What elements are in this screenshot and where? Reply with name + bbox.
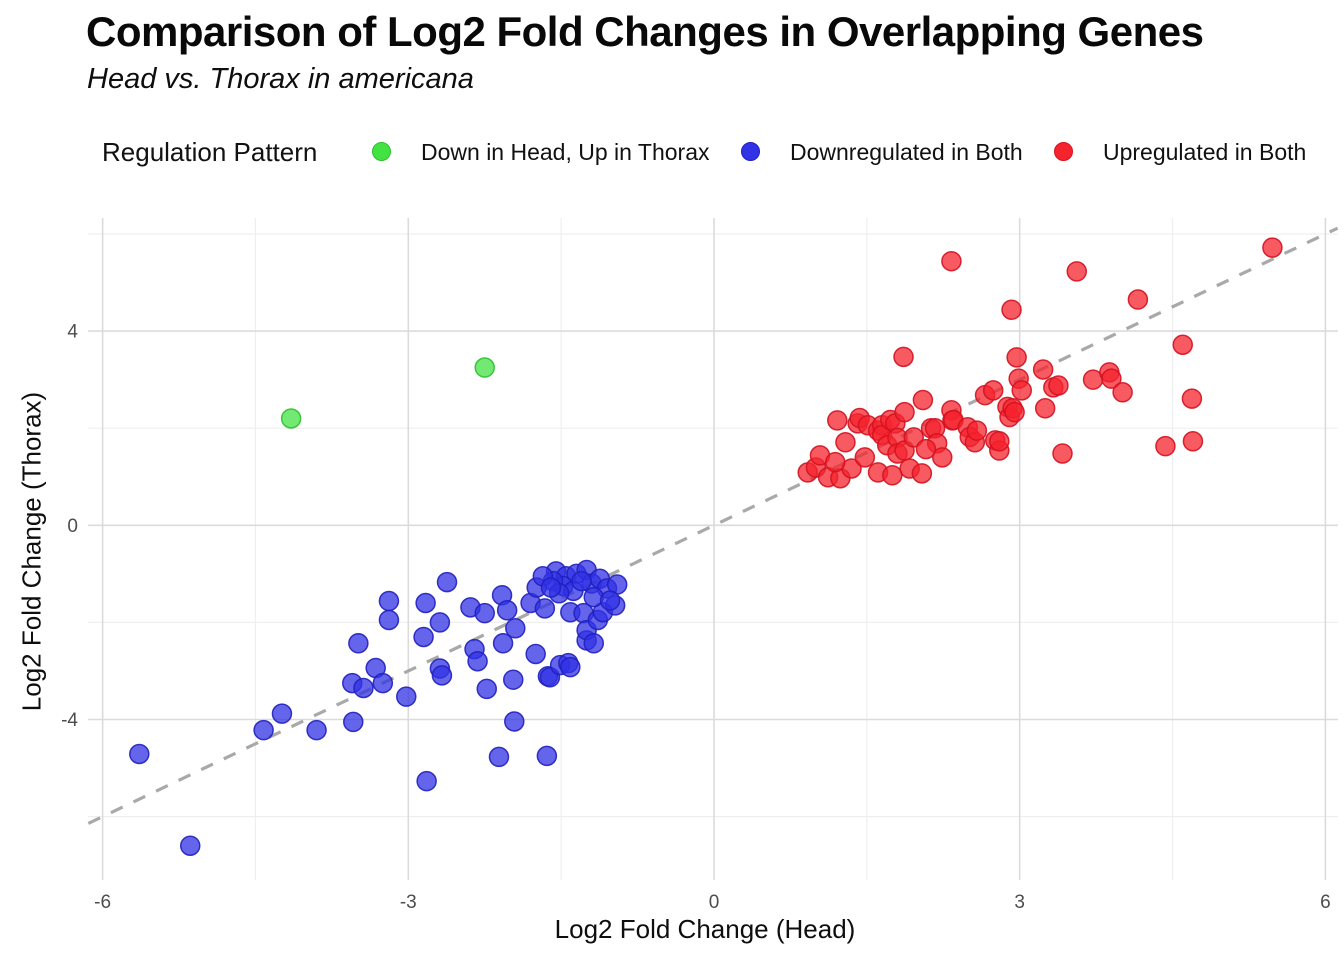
- data-point: [429, 612, 451, 633]
- data-point: [1052, 443, 1073, 464]
- data-point: [571, 570, 592, 592]
- data-point: [504, 711, 525, 732]
- y-tick-label: -4: [61, 710, 78, 731]
- x-tick-label: 6: [1320, 892, 1331, 913]
- data-point: [467, 650, 488, 672]
- data-point: [253, 719, 274, 741]
- data-point: [436, 571, 458, 593]
- data-point: [982, 380, 1004, 401]
- data-point: [1001, 299, 1022, 320]
- data-point: [1112, 382, 1133, 403]
- data-point: [431, 665, 453, 686]
- data-point: [583, 633, 605, 654]
- x-tick-label: -3: [400, 892, 417, 913]
- data-point: [911, 463, 933, 484]
- legend-label-down-head-up-thorax: Down in Head, Up in Thorax: [421, 139, 710, 165]
- data-point: [893, 346, 914, 368]
- data-point: [129, 743, 150, 765]
- data-point: [1004, 401, 1025, 423]
- data-point: [1101, 368, 1122, 389]
- y-tick-label: 0: [67, 516, 78, 537]
- data-point: [1155, 435, 1176, 457]
- data-point: [474, 357, 495, 378]
- data-point: [966, 420, 988, 441]
- data-point: [343, 711, 364, 733]
- data-point: [912, 389, 934, 411]
- data-point: [854, 447, 876, 468]
- data-point: [825, 451, 846, 473]
- data-point: [474, 602, 495, 624]
- data-point: [540, 577, 562, 598]
- data-point: [882, 465, 903, 486]
- data-point: [989, 431, 1010, 452]
- x-axis-title: Log2 Fold Change (Head): [554, 914, 856, 944]
- data-point: [416, 770, 437, 792]
- data-point: [915, 438, 937, 460]
- data-point: [534, 598, 556, 619]
- data-point: [1127, 289, 1149, 310]
- y-tick-label: 4: [67, 322, 78, 343]
- data-point: [503, 669, 524, 690]
- data-point: [536, 745, 558, 767]
- data-point: [894, 401, 915, 423]
- data-point: [476, 678, 498, 700]
- legend-swatch-green-icon: [372, 142, 391, 161]
- legend-swatch-red-icon: [1054, 142, 1073, 161]
- data-point: [941, 250, 962, 272]
- data-point: [396, 686, 417, 707]
- data-point: [306, 719, 327, 741]
- identity-dashed-line: [87, 226, 1339, 825]
- data-point: [1048, 375, 1069, 396]
- x-tick-label: -6: [94, 892, 111, 913]
- data-point: [1182, 431, 1204, 452]
- data-point: [599, 590, 621, 611]
- data-point: [348, 633, 369, 654]
- data-point: [1262, 237, 1283, 258]
- chart-title: Comparison of Log2 Fold Changes in Overl…: [86, 8, 1204, 55]
- x-tick-label: 0: [709, 892, 720, 913]
- data-point: [415, 592, 436, 614]
- data-point: [1034, 398, 1056, 419]
- data-point: [505, 617, 526, 639]
- data-point: [1181, 388, 1203, 409]
- data-point: [827, 410, 848, 431]
- data-point: [496, 600, 518, 621]
- y-axis-title: Log2 Fold Change (Thorax): [16, 391, 47, 712]
- data-point: [835, 432, 856, 453]
- data-point: [378, 590, 400, 612]
- data-point: [413, 626, 434, 648]
- data-point: [353, 677, 374, 699]
- data-point: [492, 633, 514, 654]
- data-point: [372, 672, 394, 694]
- legend-title: Regulation Pattern: [102, 137, 318, 167]
- chart-subtitle: Head vs. Thorax in americana: [87, 63, 474, 95]
- data-point: [1011, 380, 1032, 401]
- legend-label-upregulated-both: Upregulated in Both: [1103, 139, 1307, 165]
- data-point: [560, 656, 581, 678]
- data-point: [1032, 359, 1054, 380]
- data-point: [932, 447, 953, 468]
- data-point: [1006, 347, 1027, 368]
- data-point: [525, 643, 546, 665]
- data-point: [179, 835, 201, 856]
- data-point: [271, 703, 293, 724]
- legend-label-downregulated-both: Downregulated in Both: [790, 139, 1023, 165]
- legend-swatch-blue-icon: [741, 142, 760, 161]
- data-point: [488, 746, 510, 768]
- data-point: [1172, 334, 1193, 355]
- data-point: [378, 609, 400, 631]
- data-point: [1066, 261, 1088, 282]
- data-point: [280, 408, 302, 429]
- x-tick-label: 3: [1014, 892, 1025, 913]
